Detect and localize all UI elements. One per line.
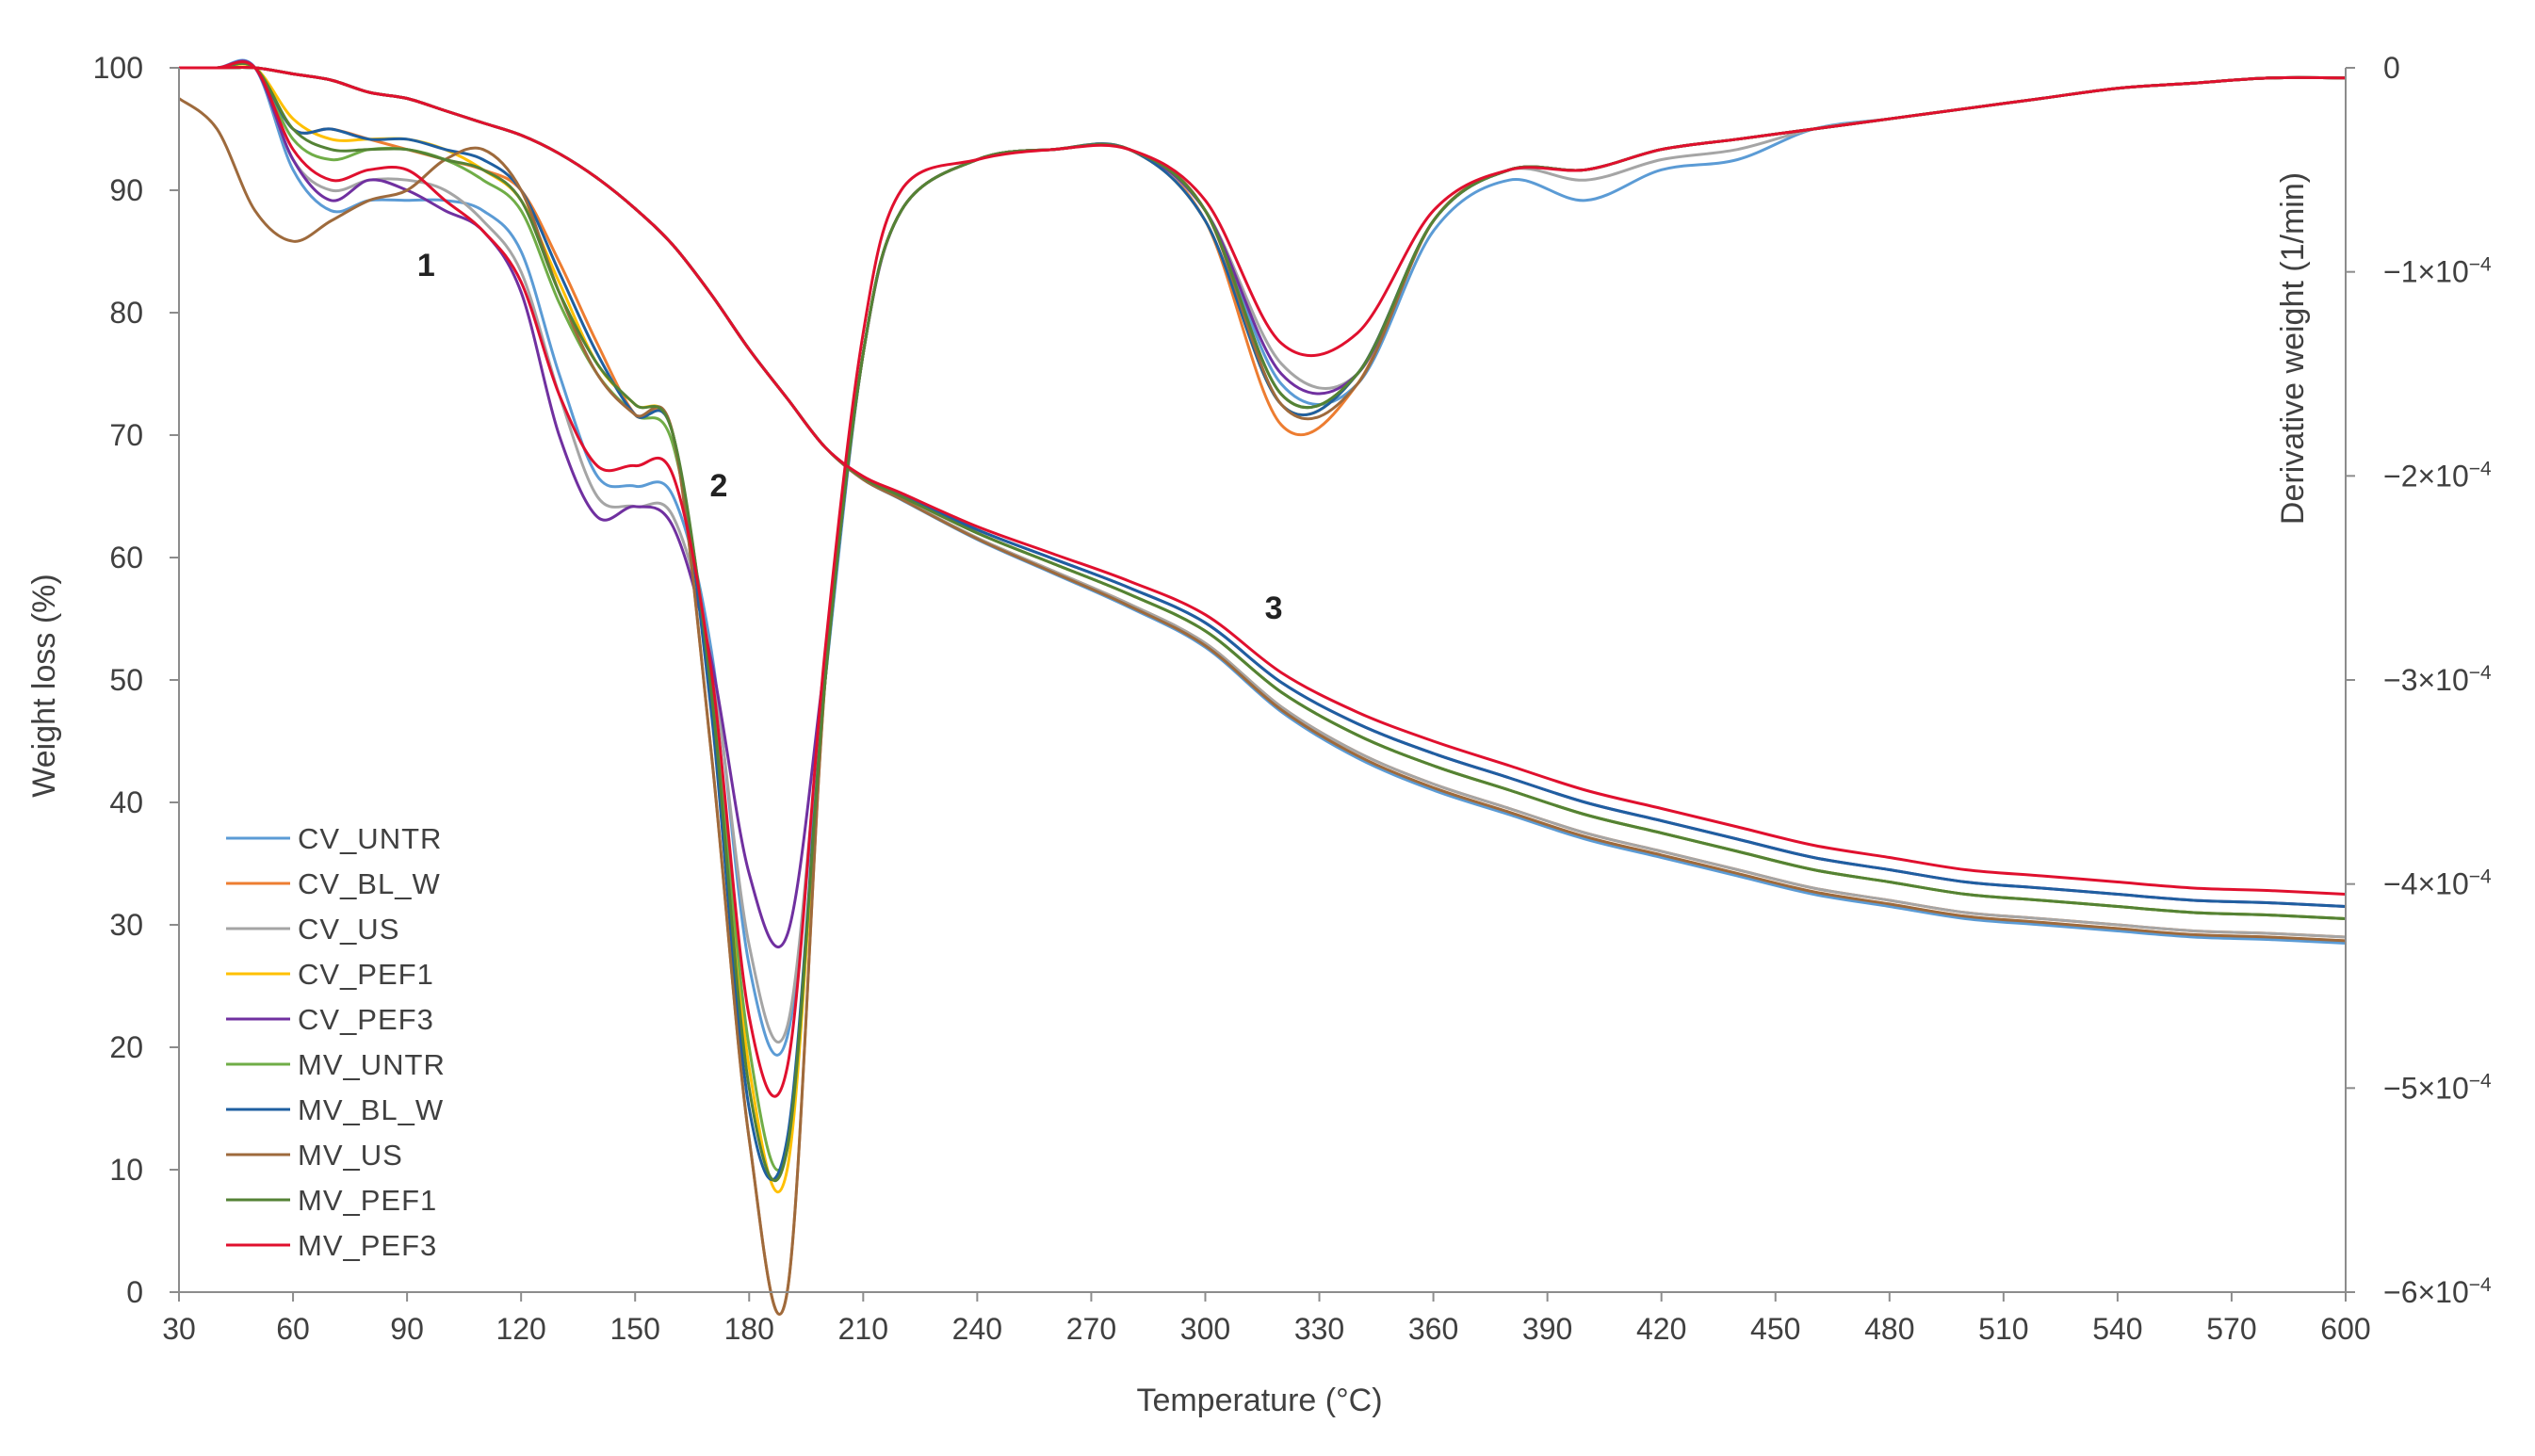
dtg-line-mv-untr xyxy=(179,60,2347,1172)
x-tick-label: 330 xyxy=(1294,1312,1344,1346)
tga-line-cv-us xyxy=(179,66,2347,939)
y-axis-left-title: Weight loss (%) xyxy=(26,574,62,797)
tga-line-mv-untr xyxy=(179,66,2347,920)
dtg-line-cv-pef1 xyxy=(179,62,2347,1194)
dtg-line-cv-us xyxy=(179,59,2347,1043)
y-left-tick-label: 100 xyxy=(93,51,143,85)
x-tick-label: 30 xyxy=(162,1312,196,1346)
legend: CV_UNTR CV_BL_W CV_US CV_PEF1 CV_PEF3 MV_UNTR… xyxy=(226,822,446,1262)
axes-layer xyxy=(178,68,2347,1293)
y-right-tick-label: −1×10−4 xyxy=(2383,254,2492,289)
legend-label: CV_PEF3 xyxy=(298,1003,434,1036)
x-tick-label: 570 xyxy=(2206,1312,2256,1346)
dtg-line-mv-pef3 xyxy=(179,60,2347,1098)
annotation-layer: 1 2 3 xyxy=(417,248,1283,626)
dtg-line-mv-pef1 xyxy=(179,61,2347,1183)
y-right-tick-label: −4×10−4 xyxy=(2383,866,2492,901)
dtg-line-cv-pef3 xyxy=(179,59,2347,949)
legend-label: MV_US xyxy=(298,1139,403,1172)
x-tick-label: 600 xyxy=(2320,1312,2370,1346)
y-right-tick-label: −2×10−4 xyxy=(2383,458,2492,493)
x-tick-label: 270 xyxy=(1066,1312,1116,1346)
x-tick-label: 60 xyxy=(276,1312,310,1346)
x-tick-label: 360 xyxy=(1408,1312,1458,1346)
y-axis-right-title: Derivative weight (1/min) xyxy=(2275,172,2311,525)
x-tick-label: 450 xyxy=(1750,1312,1800,1346)
tga-line-cv-untr xyxy=(179,66,2347,945)
y-left-tick-label: 70 xyxy=(109,418,143,452)
series-layer xyxy=(178,58,2347,1316)
x-tick-label: 180 xyxy=(724,1312,774,1346)
y-left-tick-label: 90 xyxy=(109,173,143,207)
dtg-line-mv-bl-w xyxy=(179,61,2347,1181)
y-left-tick-label: 20 xyxy=(109,1030,143,1064)
x-tick-label: 510 xyxy=(1978,1312,2028,1346)
peak-label: 2 xyxy=(710,468,728,504)
legend-label: MV_PEF1 xyxy=(298,1184,437,1217)
tga-line-mv-pef1 xyxy=(179,66,2347,920)
legend-label: CV_PEF1 xyxy=(298,958,434,991)
peak-label: 1 xyxy=(417,248,435,283)
peak-label: 3 xyxy=(1265,590,1283,626)
x-tick-label: 390 xyxy=(1522,1312,1572,1346)
legend-label: MV_UNTR xyxy=(298,1048,446,1081)
tga-line-cv-pef1 xyxy=(179,66,2347,920)
x-tick-label: 90 xyxy=(390,1312,424,1346)
y-right-tick-label: 0 xyxy=(2383,51,2400,85)
legend-label: CV_US xyxy=(298,913,399,946)
y-left-tick-label: 80 xyxy=(109,296,143,330)
ticks-layer: 30 60 90 120 150 180 210 240 270 300 330 360 390 420 4… xyxy=(93,51,2492,1346)
y-left-tick-label: 30 xyxy=(109,908,143,942)
y-left-tick-label: 50 xyxy=(109,663,143,697)
y-right-tick-label: −6×10−4 xyxy=(2383,1274,2492,1309)
tga-line-mv-us xyxy=(179,66,2347,943)
legend-label: CV_UNTR xyxy=(298,822,442,855)
x-tick-label: 480 xyxy=(1864,1312,1914,1346)
x-tick-label: 120 xyxy=(496,1312,545,1346)
y-left-tick-label: 10 xyxy=(109,1153,143,1187)
y-left-tick-label: 40 xyxy=(109,785,143,819)
x-tick-label: 150 xyxy=(610,1312,660,1346)
tga-line-cv-bl-w xyxy=(179,66,2347,939)
x-axis-title: Temperature (°C) xyxy=(1136,1383,1382,1418)
tga-line-mv-pef3 xyxy=(179,66,2347,896)
legend-label: MV_PEF3 xyxy=(298,1229,437,1262)
legend-label: MV_BL_W xyxy=(298,1093,444,1126)
x-tick-label: 420 xyxy=(1636,1312,1686,1346)
y-right-tick-label: −5×10−4 xyxy=(2383,1070,2492,1105)
y-right-tick-label: −3×10−4 xyxy=(2383,662,2492,697)
x-tick-label: 240 xyxy=(952,1312,1002,1346)
dtg-line-cv-bl-w xyxy=(179,61,2347,1316)
y-left-tick-label: 60 xyxy=(109,541,143,574)
x-tick-label: 300 xyxy=(1180,1312,1230,1346)
dtg-line-cv-untr xyxy=(179,58,2347,1057)
x-tick-label: 540 xyxy=(2092,1312,2142,1346)
x-tick-label: 210 xyxy=(838,1312,888,1346)
legend-label: CV_BL_W xyxy=(298,867,441,900)
y-left-tick-label: 0 xyxy=(126,1275,143,1309)
